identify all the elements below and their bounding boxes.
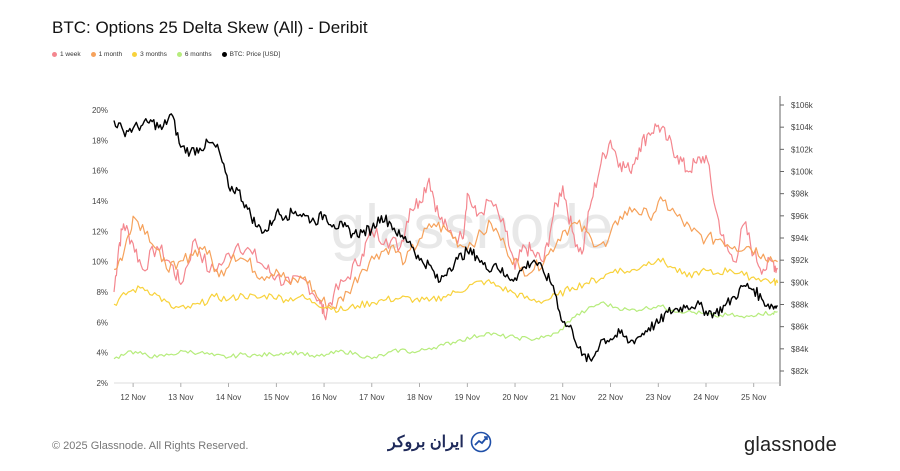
y-left-tick-label: 4% [96, 349, 108, 358]
x-tick-label: 13 Nov [168, 393, 193, 402]
legend-dot-3-months [132, 52, 138, 57]
y-right-tick-label: $98k [791, 190, 809, 199]
x-tick-label: 14 Nov [216, 393, 241, 402]
legend-item-1-week[interactable]: 1 week [52, 51, 81, 58]
y-left-tick-label: 14% [92, 197, 108, 206]
y-left-tick-label: 18% [92, 136, 108, 145]
x-tick-label: 22 Nov [598, 393, 623, 402]
series-line-1-month[interactable] [114, 196, 778, 310]
x-tick-label: 15 Nov [264, 393, 289, 402]
x-tick-label: 19 Nov [455, 393, 480, 402]
y-right-tick-label: $82k [791, 367, 809, 376]
x-tick-label: 12 Nov [120, 393, 145, 402]
y-right-tick-label: $106k [791, 101, 814, 110]
y-left-tick-label: 10% [92, 258, 108, 267]
legend-label-1-month: 1 month [98, 51, 123, 58]
series-layer [113, 113, 779, 363]
legend-label-3-months: 3 months [140, 51, 167, 58]
x-tick-label: 24 Nov [693, 393, 718, 402]
partner-logo-icon [470, 431, 492, 453]
y-left-tick-label: 16% [92, 167, 108, 176]
y-left-tick-label: 8% [96, 288, 108, 297]
legend-item-3-months[interactable]: 3 months [132, 51, 167, 58]
glassnode-logo: glassnode [744, 434, 837, 456]
y-right-ticks: $82k $84k $86k $88k $90k $92k $94k $96k $98k $100… [780, 101, 814, 376]
x-tick-label: 25 Nov [741, 393, 766, 402]
legend-item-6-months[interactable]: 6 months [176, 51, 212, 58]
legend-dot-6-months [176, 52, 182, 57]
y-right-tick-label: $90k [791, 278, 809, 287]
series-line-3-months[interactable] [113, 257, 779, 313]
x-tick-label: 16 Nov [311, 393, 336, 402]
y-right-tick-label: $96k [791, 212, 809, 221]
chart-title: BTC: Options 25 Delta Skew (All) - Derib… [52, 18, 368, 37]
copyright-text: © 2025 Glassnode. All Rights Reserved. [52, 440, 249, 452]
series-line-btc-price-usd-[interactable] [113, 113, 778, 363]
y-right-tick-label: $86k [791, 323, 809, 332]
legend-item-1-month[interactable]: 1 month [90, 51, 123, 58]
y-right-tick-label: $100k [791, 168, 814, 177]
legend-dot-btc-price [221, 52, 227, 57]
y-right-tick-label: $102k [791, 145, 814, 154]
y-left-tick-label: 20% [92, 106, 108, 115]
x-tick-label: 18 Nov [407, 393, 432, 402]
x-tick-label: 17 Nov [359, 393, 384, 402]
y-left-ticks: 2% 4% 6% 8% 10% 12% 14% 16% 18% 20% [92, 106, 108, 388]
legend-label-1-week: 1 week [60, 51, 81, 58]
series-line-1-week[interactable] [113, 123, 779, 321]
y-right-tick-label: $92k [791, 256, 809, 265]
x-tick-label: 21 Nov [550, 393, 575, 402]
y-left-tick-label: 12% [92, 227, 108, 236]
x-tick-label: 20 Nov [502, 393, 527, 402]
legend-label-btc-price: BTC: Price [USD] [229, 51, 281, 58]
partner-logo-text: ایران بروکر [388, 434, 464, 451]
x-ticks: 12 Nov 13 Nov 14 Nov 15 Nov 16 Nov 17 Nov 18 N… [120, 383, 766, 402]
y-left-tick-label: 2% [96, 379, 108, 388]
series-line-6-months[interactable] [113, 301, 778, 360]
legend-dot-1-month [90, 52, 96, 57]
y-right-tick-label: $104k [791, 123, 814, 132]
partner-logo: ایران بروکر [388, 431, 492, 453]
legend-item-btc-price[interactable]: BTC: Price [USD] [221, 51, 281, 58]
y-left-tick-label: 6% [96, 318, 108, 327]
legend-label-6-months: 6 months [184, 51, 212, 58]
y-right-tick-label: $94k [791, 234, 809, 243]
legend-dot-1-week [52, 52, 57, 57]
y-right-tick-label: $84k [791, 345, 809, 354]
chart-legend: 1 week 1 month 3 months 6 months BTC: Pr… [52, 51, 280, 58]
y-right-tick-label: $88k [791, 301, 809, 310]
x-tick-label: 23 Nov [646, 393, 671, 402]
